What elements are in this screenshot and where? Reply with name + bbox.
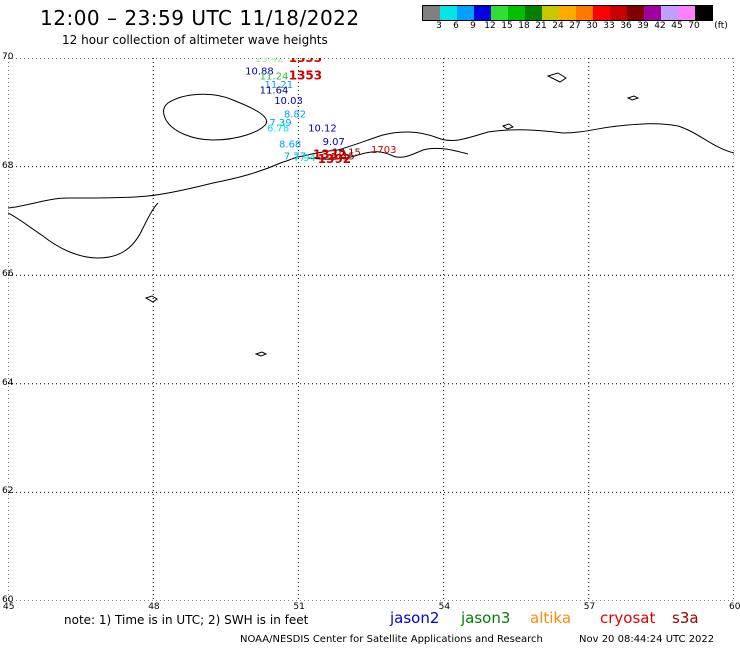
scale-swatch — [627, 6, 644, 20]
scale-swatch — [542, 6, 559, 20]
scale-swatch — [559, 6, 576, 20]
wave-height-label: 7.39 — [269, 118, 291, 129]
islet-east — [546, 72, 567, 83]
wave-height-label: 10.03 — [274, 96, 303, 107]
footnote: note: 1) Time is in UTC; 2) SWH is in fe… — [64, 613, 309, 627]
scale-unit: (ft) — [714, 21, 728, 31]
lon-tick-label: 57 — [583, 602, 596, 612]
scale-label: 33 — [603, 21, 615, 31]
scale-swatch — [644, 6, 661, 20]
islet-far-east — [626, 95, 640, 101]
coast-inner — [307, 147, 469, 160]
scale-label: 42 — [654, 21, 666, 31]
satellite-altika: altika — [530, 609, 572, 627]
satellite-jason3: jason3 — [461, 609, 511, 627]
wave-height-label: 9.07 — [323, 137, 345, 148]
scale-label: 3 — [436, 21, 442, 31]
lon-tick-label: 54 — [438, 602, 451, 612]
scale-label: 9 — [470, 21, 476, 31]
scale-swatch — [695, 6, 712, 20]
lon-tick-label: 51 — [293, 602, 305, 612]
mainland-coast — [7, 123, 735, 209]
lon-tick-label: 48 — [148, 602, 160, 612]
wave-height-label: 10.12 — [308, 123, 337, 134]
satellite-jason2: jason2 — [390, 609, 440, 627]
scale-label: 70 — [688, 21, 700, 31]
lon-tick-label: 60 — [729, 602, 740, 612]
generated-timestamp: Nov 20 08:44:24 UTC 2022 — [579, 634, 715, 645]
wave-height-label: 1353 — [289, 58, 322, 65]
small-islet-2 — [254, 351, 268, 357]
scale-label: 6 — [453, 21, 459, 31]
credit-text: NOAA/NESDIS Center for Satellite Applica… — [240, 634, 543, 645]
scale-swatch — [423, 6, 440, 20]
scale-swatch — [661, 6, 678, 20]
novaya-zemlya-south-island — [163, 93, 268, 141]
wave-height-label: 11.64 — [260, 85, 289, 96]
wave-height-label: 8.68 — [279, 140, 301, 151]
scale-swatch — [440, 6, 457, 20]
satellite-s3a: s3a — [672, 609, 699, 627]
scale-swatch — [491, 6, 508, 20]
scale-label: 39 — [637, 21, 649, 31]
scale-swatch — [610, 6, 627, 20]
scale-label: 30 — [586, 21, 598, 31]
scale-label: 12 — [484, 21, 496, 31]
wave-height-label: 7.94 — [294, 153, 316, 164]
islet-northeast — [501, 123, 515, 130]
wave-height-label: 1703 — [371, 145, 396, 156]
wave-height-label: 1332 — [313, 147, 346, 161]
scale-label: 45 — [671, 21, 683, 31]
scale-swatch — [678, 6, 695, 20]
wave-height-label: 1392 — [318, 152, 351, 166]
lat-tick-label: 66 — [2, 269, 14, 280]
scale-swatch — [525, 6, 542, 20]
scale-label: 36 — [620, 21, 632, 31]
scale-label: 24 — [552, 21, 564, 31]
wave-height-label: 11.24 — [260, 72, 289, 83]
wave-height-label: 15 — [342, 152, 355, 163]
small-islet-1 — [144, 295, 158, 303]
lat-tick-label: 70 — [2, 52, 14, 62]
scale-label: 27 — [569, 21, 581, 31]
lat-tick-label: 60 — [2, 595, 14, 605]
scale-swatch — [474, 6, 491, 20]
wave-height-label: 18.15 — [332, 148, 361, 159]
lat-tick-label: 64 — [2, 377, 14, 388]
wave-height-label: 11.21 — [265, 80, 294, 91]
chart-title: 12:00 – 23:59 UTC 11/18/2022 — [40, 6, 360, 30]
wave-height-label: 6.78 — [267, 123, 289, 134]
lat-tick-label: 68 — [2, 160, 14, 171]
scale-swatch — [457, 6, 474, 20]
wave-height-label: 10.88 — [245, 66, 274, 77]
satellite-cryosat: cryosat — [600, 609, 656, 627]
wave-height-label: 8.82 — [284, 110, 306, 121]
scale-label: 15 — [501, 21, 513, 31]
lat-tick-label: 62 — [2, 486, 14, 497]
color-scale-bar — [422, 5, 713, 21]
scale-swatch — [576, 6, 593, 20]
lon-tick-label: 45 — [3, 602, 15, 612]
scale-label: 18 — [518, 21, 530, 31]
coastline — [7, 72, 735, 357]
wave-height-label: 1353 — [289, 69, 322, 83]
scale-label: 21 — [535, 21, 547, 31]
wave-height-label: 7.77 — [284, 152, 306, 163]
kanin-peninsula — [7, 202, 159, 259]
scale-swatch — [508, 6, 525, 20]
scale-swatch — [593, 6, 610, 20]
wave-height-label: 13.42 — [255, 58, 284, 65]
chart-subtitle: 12 hour collection of altimeter wave hei… — [62, 33, 328, 47]
